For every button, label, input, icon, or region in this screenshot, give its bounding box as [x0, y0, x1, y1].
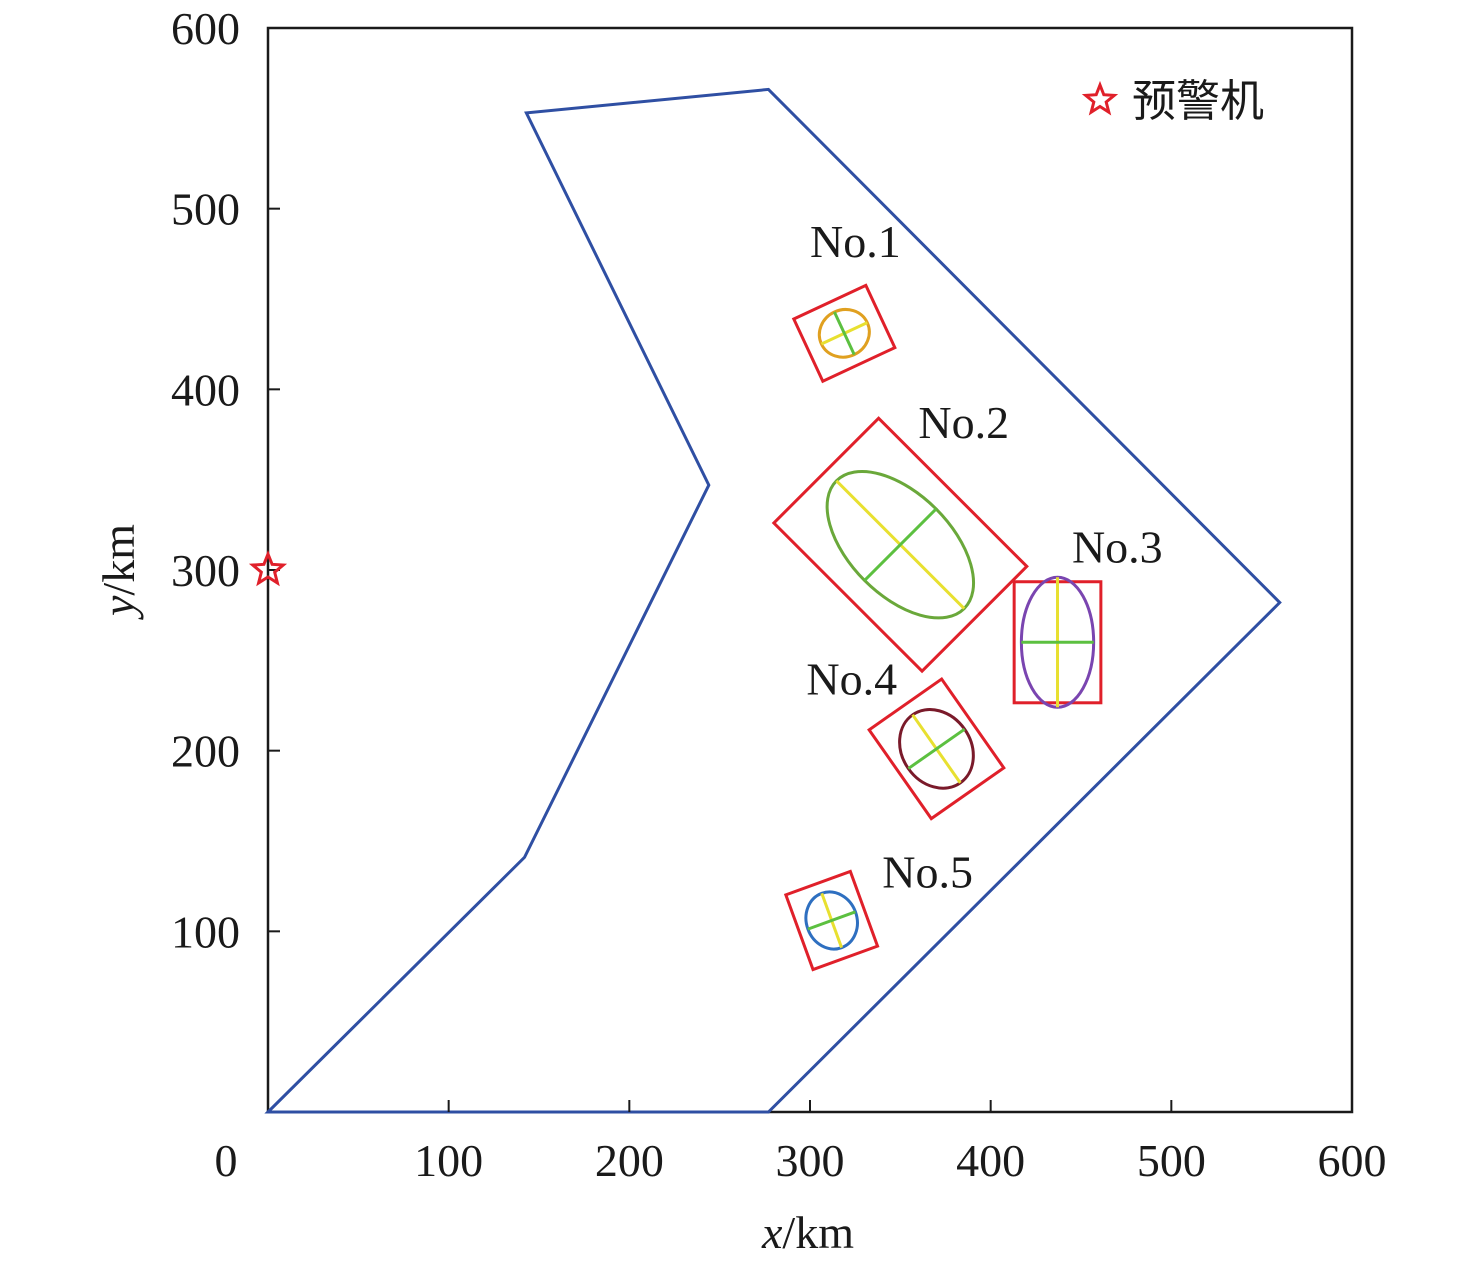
- x-axis-label-var: x: [761, 1207, 783, 1258]
- awacs-star-icon: [248, 549, 288, 587]
- target-4: [867, 676, 1006, 821]
- x-axis-label: x/km: [761, 1207, 854, 1258]
- legend: 预警机: [1081, 76, 1264, 127]
- y-tick-label: 200: [171, 726, 240, 777]
- y-tick-label: 100: [171, 906, 240, 957]
- target-1: [791, 283, 897, 384]
- legend-star-icon: [1081, 80, 1119, 116]
- ellipse-minor-axis: [807, 910, 856, 931]
- x-tick-label: 100: [414, 1135, 483, 1186]
- y-axis-label: y/km: [93, 524, 144, 620]
- x-tick-label: 500: [1137, 1135, 1206, 1186]
- legend-label: 预警机: [1132, 76, 1264, 127]
- target-bounding-box: [783, 869, 880, 972]
- ellipse-minor-axis: [833, 311, 856, 356]
- target-bounding-box: [791, 283, 897, 384]
- ellipse-minor-axis: [907, 727, 966, 770]
- y-axis-label-unit: /km: [93, 524, 144, 596]
- ellipse-minor-axis: [863, 507, 938, 582]
- zone-boundary: [264, 87, 1282, 1114]
- y-tick-label: 400: [171, 364, 240, 415]
- x-tick-label: 200: [595, 1135, 664, 1186]
- target-label: No.2: [918, 397, 1009, 448]
- y-axis-label-var: y: [93, 595, 144, 620]
- ticks-layer: 0 100 200 300 400 500 600 100 200 300 400 500 600: [171, 3, 1387, 1186]
- target-bounding-box: [867, 676, 1006, 821]
- target-label: No.5: [882, 847, 973, 898]
- target-label: No.3: [1072, 522, 1163, 573]
- y-tick-label: 300: [171, 545, 240, 596]
- x-tick-label: 400: [956, 1135, 1025, 1186]
- x-axis-label-unit: /km: [782, 1207, 854, 1258]
- x-tick-label: 300: [776, 1135, 845, 1186]
- y-tick-label: 500: [171, 184, 240, 235]
- x-tick-label: 600: [1318, 1135, 1387, 1186]
- target-3: [1012, 575, 1103, 709]
- y-tick-label: 600: [171, 3, 240, 54]
- x-tick-label: 0: [215, 1135, 238, 1186]
- awacs-layer: [248, 549, 288, 587]
- target-5: [783, 869, 880, 972]
- target-label: No.4: [806, 653, 897, 704]
- zone-layer: [264, 87, 1282, 1114]
- targets-layer: No.1 No.2 No.3 No.4 No.5: [771, 216, 1163, 972]
- target-label: No.1: [810, 216, 901, 267]
- target-bounding-box: [771, 416, 1029, 674]
- target-2: [771, 416, 1029, 674]
